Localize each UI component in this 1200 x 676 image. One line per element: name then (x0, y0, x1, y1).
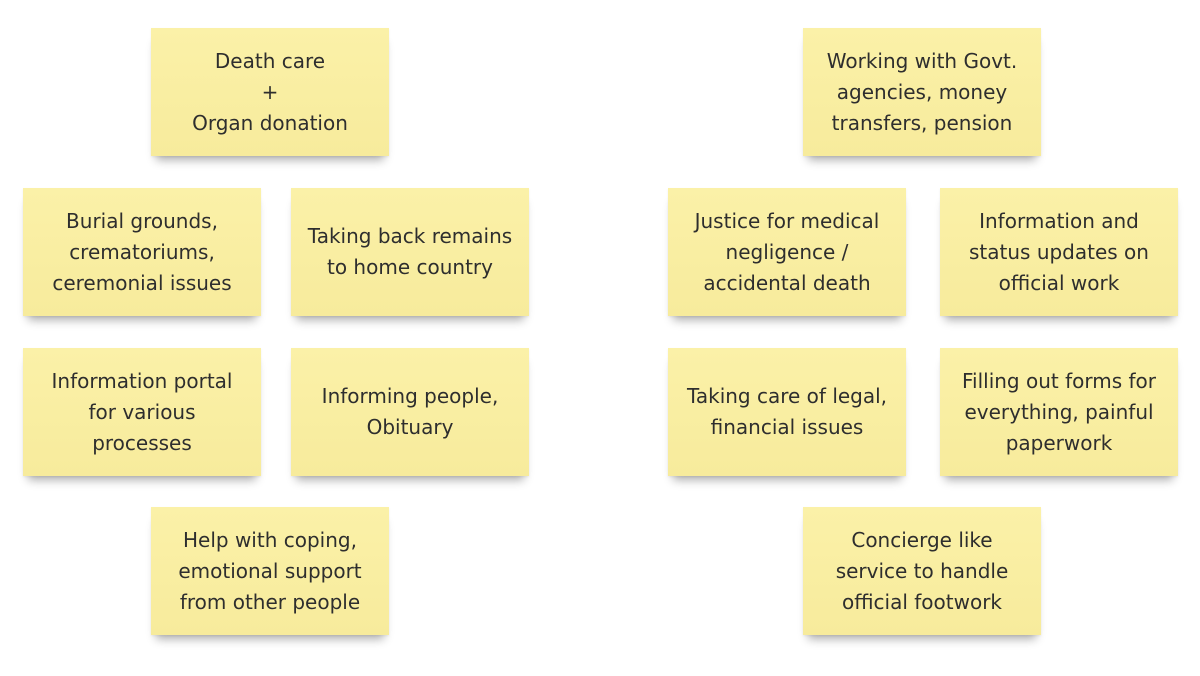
sticky-note-text: Working with Govt. agencies, money trans… (826, 48, 1018, 135)
sticky-note-text: Taking care of legal, financial issues (686, 384, 888, 439)
sticky-note-text: Taking back remains to home country (307, 224, 513, 279)
sticky-note-legal-financial: Taking care of legal, financial issues (668, 348, 906, 476)
sticky-note-text: Help with coping, emotional support from… (178, 527, 362, 614)
sticky-note-burial-grounds: Burial grounds, crematoriums, ceremonial… (23, 188, 261, 316)
sticky-note-text: Information portal for various processes (51, 368, 233, 455)
sticky-note-text: Justice for medical negligence / acciden… (694, 208, 880, 295)
sticky-note-text: Informing people, Obituary (321, 384, 499, 439)
sticky-note-text: Information and status updates on offici… (969, 208, 1149, 295)
sticky-note-justice: Justice for medical negligence / acciden… (668, 188, 906, 316)
sticky-note-text: Burial grounds, crematoriums, ceremonial… (52, 208, 232, 295)
sticky-note-help-coping: Help with coping, emotional support from… (151, 507, 389, 635)
sticky-note-text: Concierge like service to handle officia… (835, 527, 1009, 614)
sticky-note-filling-forms: Filling out forms for everything, painfu… (940, 348, 1178, 476)
sticky-note-information-portal: Information portal for various processes (23, 348, 261, 476)
sticky-note-text: Filling out forms for everything, painfu… (961, 368, 1157, 455)
sticky-note-informing-people: Informing people, Obituary (291, 348, 529, 476)
sticky-note-taking-back-remains: Taking back remains to home country (291, 188, 529, 316)
sticky-note-govt-agencies: Working with Govt. agencies, money trans… (803, 28, 1041, 156)
sticky-note-concierge: Concierge like service to handle officia… (803, 507, 1041, 635)
sticky-note-text: Death care + Organ donation (192, 48, 348, 135)
sticky-note-status-updates: Information and status updates on offici… (940, 188, 1178, 316)
sticky-note-death-care: Death care + Organ donation (151, 28, 389, 156)
